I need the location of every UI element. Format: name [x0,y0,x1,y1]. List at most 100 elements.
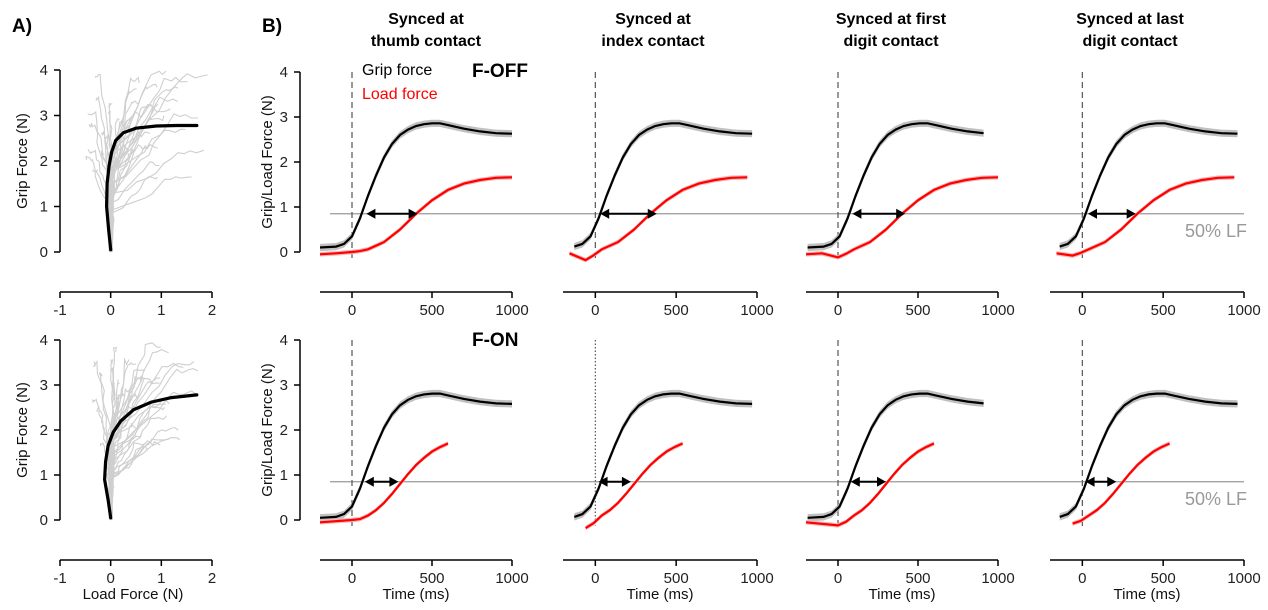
column-title-4-line-1: Synced at last [1076,11,1184,28]
load-force-band [320,175,512,257]
load-force-line [585,442,684,530]
x-tick-label: 0 [834,302,842,319]
load-force-line [805,442,935,527]
y-tick-label: 1 [280,199,288,216]
column-title-1-line-1: Synced at [388,11,464,28]
x-tick-label: 500 [1151,570,1176,587]
column-title-3-line-1: Synced at first [836,11,947,28]
delay-arrow-head-left [850,476,860,487]
delay-arrow-head-left [1087,208,1097,219]
grip-force-band [574,119,753,251]
y-tick-label: 4 [40,332,48,349]
y-axis-label: Grip/Load Force (N) [259,95,276,228]
trial-curve [108,128,186,252]
y-axis-label: Grip/Load Force (N) [259,363,276,496]
legend-grip: Grip force [362,62,432,79]
grip-force-line [1059,392,1238,518]
load-force-line [319,442,449,524]
x-tick-label: 2 [208,302,216,319]
subplot-r2-c1: 0 500 1000 Time (ms) [319,340,529,603]
x-axis-label: Time (ms) [869,586,936,603]
y-axis-label: Grip Force (N) [14,113,31,209]
x-tick-label: 1000 [495,302,528,319]
x-tick-label: -1 [53,302,66,319]
x-tick-label: 1000 [981,570,1014,587]
load-force-band [1056,175,1235,258]
x-tick-label: 2 [208,570,216,587]
grip-force-line [1059,122,1238,248]
subplot-r1-c1: 0 500 1000 [319,72,529,319]
y-tick-label: 3 [280,377,288,394]
delay-arrow-head-right [1107,476,1117,487]
y-tick-label: 3 [280,109,288,126]
panel-a-plot-2: 0 1 2 3 4 -1 0 1 2 Grip Force (N) Load Force (N) [14,332,216,603]
column-title-2-line-1: Synced at [615,11,691,28]
legend-load: Load force [362,86,438,103]
subplot-r2-c3: 0 500 1000 Time (ms) [805,340,1015,603]
x-tick-label: 0 [1078,570,1086,587]
x-tick-label: 1000 [1227,570,1260,587]
mean-grip-load-curve [104,123,199,252]
trial-curve [109,427,179,521]
x-tick-label: 0 [106,302,114,319]
x-tick-label: 1 [157,302,165,319]
column-title-2-line-2: index contact [601,33,705,50]
condition-label-on: F-ON [472,330,518,351]
trial-curve [107,362,184,521]
column-title-3-line-2: digit contact [843,33,939,50]
y-tick-label: 4 [40,62,48,79]
threshold-label: 50% LF [1185,489,1247,509]
x-axis-label: Time (ms) [627,586,694,603]
trial-curve [108,438,170,521]
delay-arrow-head-right [408,208,418,219]
x-tick-label: 0 [1078,302,1086,319]
panel-a-plot-1: 0 1 2 3 4 -1 0 1 2 Grip Force (N) [14,62,216,319]
load-force-line [1056,176,1235,257]
x-tick-label: 0 [106,570,114,587]
x-tick-label: -1 [53,570,66,587]
y-tick-label: 4 [280,64,288,81]
y-tick-label: 3 [40,108,48,125]
x-tick-label: 1000 [740,302,773,319]
y-tick-label: 4 [280,332,288,349]
condition-label-off: F-OFF [472,61,528,82]
x-tick-label: 500 [905,302,930,319]
column-titles: Synced at thumb contact Synced at index con… [371,11,1185,50]
x-tick-label: 0 [591,302,599,319]
x-tick-label: 1000 [740,570,773,587]
y-tick-label: 2 [40,153,48,170]
grip-force-line [807,122,984,249]
y-tick-label: 2 [280,154,288,171]
delay-arrow-head-right [896,208,906,219]
x-tick-label: 500 [1151,302,1176,319]
load-force-line [1072,442,1171,525]
y-tick-label: 0 [40,512,48,529]
load-force-band [806,175,998,260]
y-axis-label: Grip Force (N) [14,382,31,478]
grip-force-band [807,389,984,522]
panel-label-a: A) [12,16,32,37]
grip-force-band [807,119,984,252]
delay-arrow-head-right [621,476,631,487]
delay-arrow-head-right [647,208,657,219]
threshold-label: 50% LF [1185,221,1247,241]
x-axis-label: Time (ms) [1114,586,1181,603]
subplot-r1-c3: 0 500 1000 [805,72,1015,319]
load-force-line [805,176,999,259]
delay-arrow-head-left [1085,476,1095,487]
load-force-band [569,175,748,263]
x-axis-label: Time (ms) [383,586,450,603]
delay-arrow-head-left [852,208,862,219]
column-title-4-line-2: digit contact [1082,33,1178,50]
y-tick-label: 1 [280,467,288,484]
x-tick-label: 0 [834,570,842,587]
delay-arrow-head-left [600,208,610,219]
column-title-1-line-2: thumb contact [371,33,482,50]
y-tick-label: 0 [40,244,48,261]
y-tick-label: 0 [280,512,288,529]
subplot-r1-c4: 0 500 1000 [1050,72,1261,319]
